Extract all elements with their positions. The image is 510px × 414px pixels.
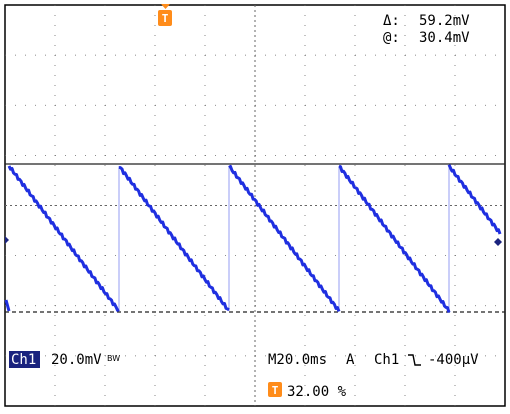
channel-label: Ch1 xyxy=(11,352,36,368)
cursor-delta-label: Δ: xyxy=(383,13,400,29)
falling-slope-icon xyxy=(408,354,421,366)
waveform-trace xyxy=(4,164,502,313)
waveform-ramp-segment xyxy=(228,165,341,312)
trigger-marker-letter: T xyxy=(162,12,169,25)
waveform-ramp-segment xyxy=(447,164,502,235)
trigger-level-letter: T xyxy=(272,384,279,397)
channel-scale: 20.0mV xyxy=(51,352,102,368)
trigger-arrow-icon xyxy=(161,4,170,9)
channel-label-box[interactable] xyxy=(9,351,40,368)
trigger-level: -400μV xyxy=(428,352,479,368)
waveform-ramp-segment xyxy=(7,165,120,312)
waveform-end-marker-icon xyxy=(494,238,502,246)
graticule-grid xyxy=(5,5,505,406)
acquisition-mode: A xyxy=(346,352,355,368)
channel-ground-marker-icon[interactable] xyxy=(5,236,9,244)
trigger-position-value: 32.00 % xyxy=(287,384,347,400)
cursor-at-label: @: xyxy=(383,30,400,46)
cursor-at-value: 30.4mV xyxy=(419,30,470,46)
bandwidth-limit-icon: BW xyxy=(107,354,120,363)
trigger-marker-box xyxy=(158,10,172,26)
timebase-scale: M20.0ms xyxy=(268,352,327,368)
cursor-delta-value: 59.2mV xyxy=(419,13,470,29)
trigger-position-marker[interactable]: T xyxy=(158,4,172,26)
trigger-level-icon xyxy=(268,382,282,397)
waveform-ramp-tail xyxy=(4,299,11,312)
trigger-source: Ch1 xyxy=(374,352,399,368)
waveform-ramp-segment xyxy=(118,165,230,312)
waveform-ramp-segment xyxy=(338,164,451,313)
trigger-position-readout: T 32.00 % xyxy=(268,382,347,400)
